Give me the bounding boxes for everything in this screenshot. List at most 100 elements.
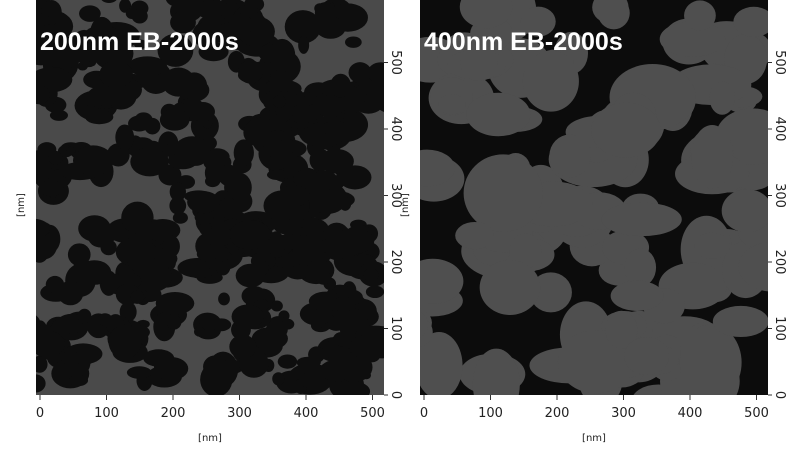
domain [169,182,186,202]
domain [624,248,657,287]
domain [126,366,152,379]
domain [263,190,301,222]
domain [174,136,211,165]
domain [277,354,298,369]
domain [159,108,190,131]
domain [101,0,117,3]
domain [605,310,638,349]
domain [509,233,542,269]
domain [365,285,384,299]
domain [203,355,228,379]
domain [127,325,150,340]
domain [459,0,513,29]
domain [36,85,50,105]
x-tick-label: 500 [744,406,769,421]
domain [219,197,238,218]
panel-title: 400nm EB-2000s [424,28,623,56]
domain [131,9,148,24]
x-tick-label: 400 [678,406,703,421]
domain [62,313,83,335]
domain [520,6,556,37]
domain [420,258,464,304]
domain [738,242,768,292]
domain [336,352,373,382]
domain [310,170,338,191]
domain [463,154,543,232]
domain [172,211,188,224]
domain [134,39,148,49]
domain [610,280,664,311]
domain [420,149,455,187]
domain [624,337,670,376]
y-tick-label: 300 [388,183,403,208]
y-tick-label: 500 [388,50,403,75]
x-axis-label: [nm] [582,433,606,444]
domain [455,221,494,250]
domain [420,317,433,347]
domain [438,94,466,115]
domain [363,268,379,282]
y-tick-label: 0 [388,391,403,399]
domain [367,62,384,84]
domain [166,315,182,330]
domain [134,112,153,128]
afm-panel: 200nm EB-2000s 0 100 200 300 400 500 [nm] 0 100 20… [16,0,403,444]
domain [36,355,48,373]
domain [176,0,203,22]
afm-image [420,0,768,395]
domain [99,60,133,89]
domain [348,62,372,84]
domain [366,80,381,102]
domain [310,185,331,213]
x-tick-label: 100 [478,406,503,421]
domain [352,316,370,333]
domain [211,318,232,332]
domain [162,235,180,258]
domain [694,232,731,259]
domain [79,5,101,22]
x-axis-label: [nm] [198,433,222,444]
domain [712,305,768,338]
domain [204,161,225,185]
domain [420,332,463,395]
domain [194,326,206,337]
domain [130,147,169,177]
domain [591,102,661,158]
x-tick-label: 0 [36,406,44,421]
domain [721,189,768,233]
domain [319,94,342,119]
domain [479,259,541,315]
domain [36,67,73,93]
domain [208,47,226,59]
domain [130,290,145,304]
domain [233,139,254,167]
domain [58,362,84,380]
domain [99,232,116,243]
domain [157,33,194,67]
domain [236,17,255,33]
domain [194,23,211,38]
afm-panel: 400nm EB-2000s 0 100 200 300 400 500 [nm] 0 100 20… [400,0,787,444]
domain [272,372,285,386]
domain [108,84,127,109]
domain [298,35,310,54]
domain [466,92,531,137]
domain [270,300,283,312]
domain [684,0,716,31]
domain [68,374,89,387]
domain [38,180,64,197]
domain [177,78,210,102]
domain [127,56,168,77]
domain [522,50,579,112]
domain [45,275,65,294]
y-tick-label: 500 [772,50,787,75]
domain [115,124,135,151]
x-tick-label: 200 [545,406,570,421]
x-tick-label: 0 [420,406,428,421]
domain [733,6,768,37]
domain [349,335,381,359]
domain [36,218,50,239]
domain [203,148,230,165]
domain [197,213,214,225]
y-tick-label: 100 [388,316,403,341]
